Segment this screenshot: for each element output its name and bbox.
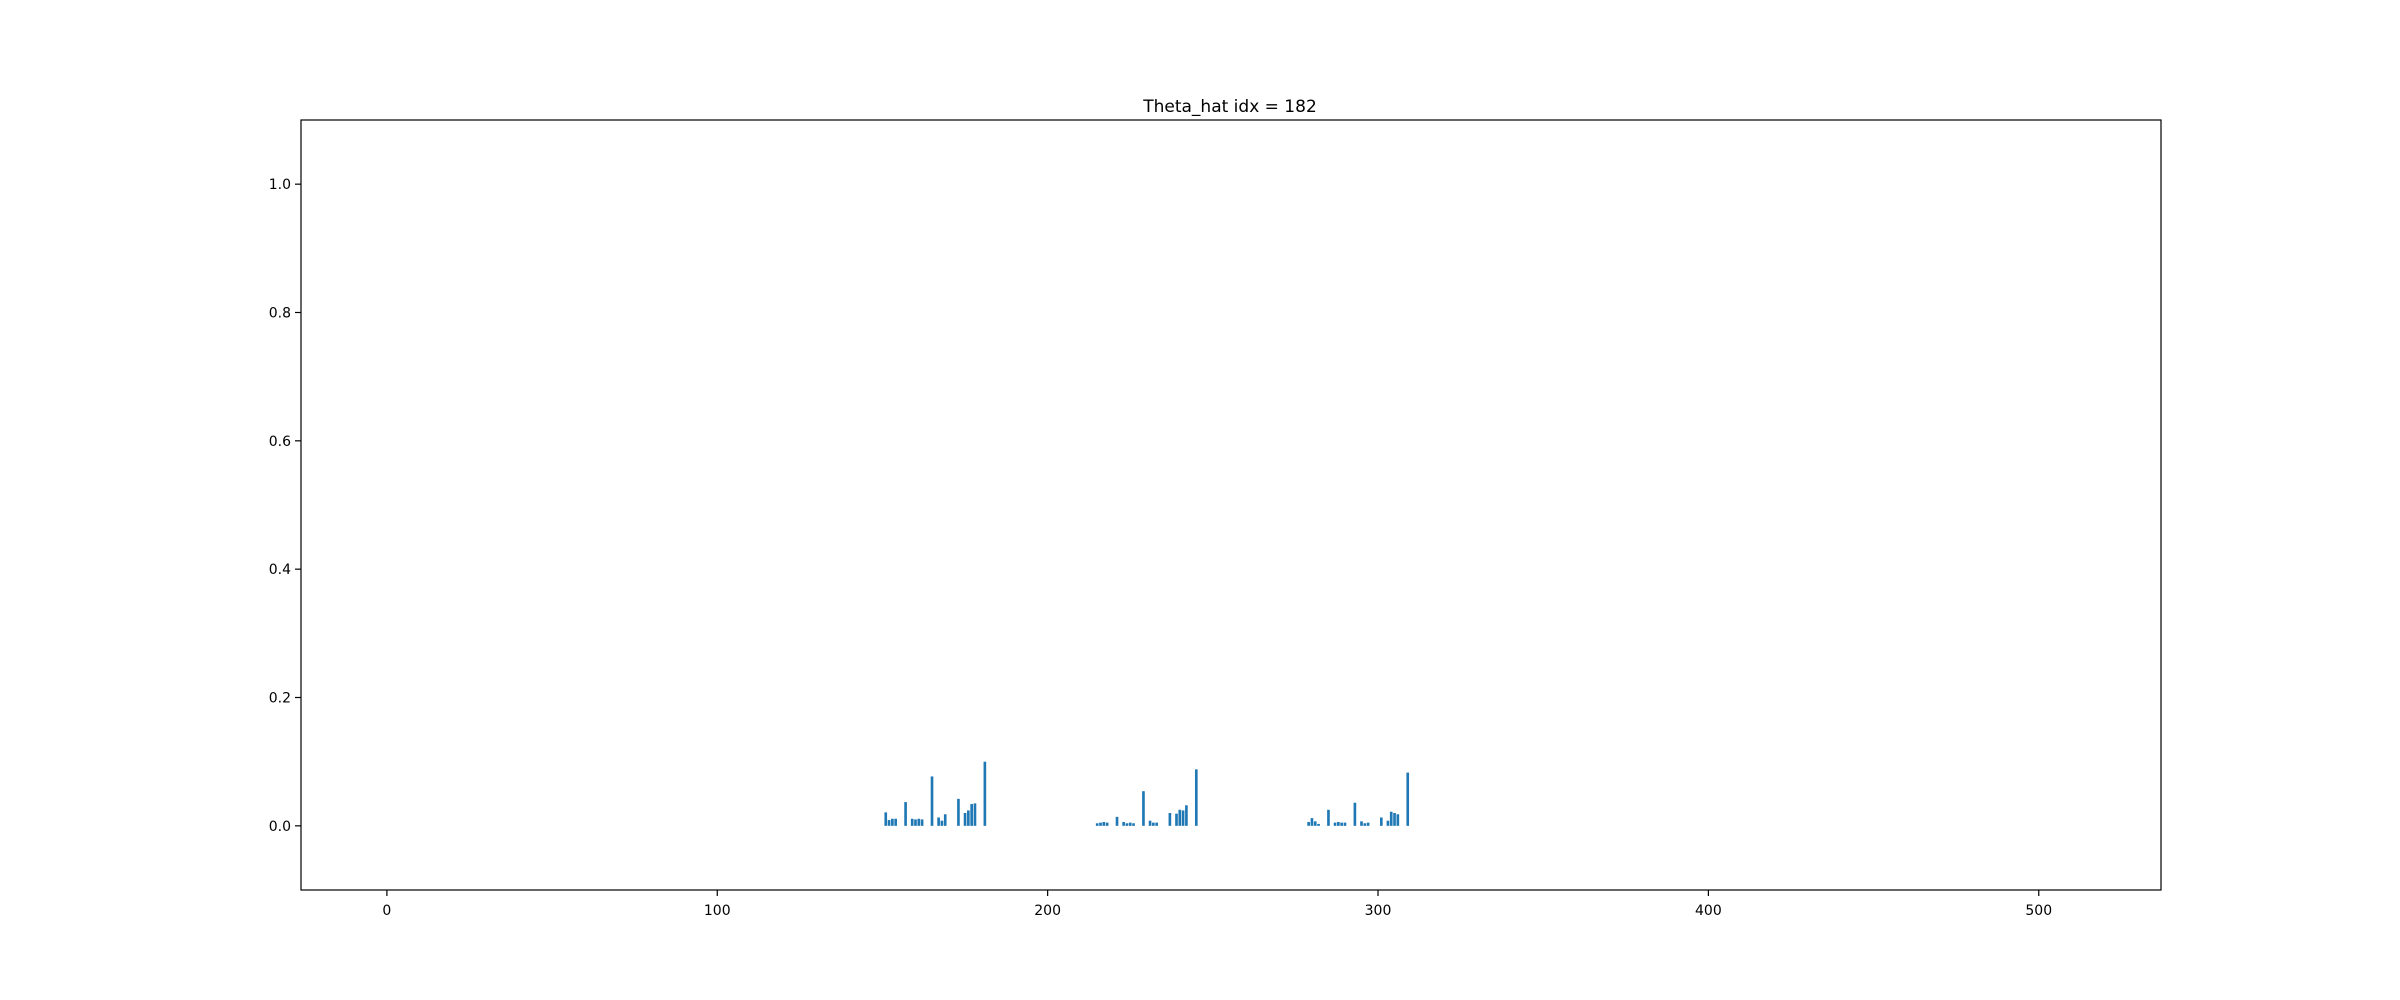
bar [1327, 809, 1330, 826]
bar [887, 820, 891, 826]
bar [1396, 814, 1400, 826]
y-tick-label: 1.0 [269, 177, 291, 193]
bar [1132, 823, 1135, 826]
bar [910, 818, 914, 826]
bar [1148, 820, 1152, 826]
bar [914, 819, 917, 826]
bar [940, 820, 944, 826]
x-tick-label: 400 [1695, 903, 1722, 919]
x-tick-label: 100 [704, 903, 731, 919]
bar [1142, 791, 1145, 826]
bar [1152, 822, 1155, 826]
bar [1337, 821, 1340, 826]
bar [894, 818, 897, 826]
bar [920, 819, 924, 826]
bar [1380, 817, 1383, 826]
y-tick-label: 0.2 [269, 691, 291, 707]
bar [973, 803, 977, 826]
bar [1360, 821, 1363, 826]
x-tick-label: 500 [2025, 903, 2052, 919]
bar [1105, 822, 1109, 826]
bar [1353, 802, 1357, 826]
bar [983, 761, 987, 826]
bar [904, 802, 907, 826]
bars-group [884, 761, 1410, 826]
x-tick-label: 0 [382, 903, 391, 919]
bar [1095, 823, 1099, 826]
bar [1340, 822, 1343, 826]
bar [963, 813, 967, 826]
bar [970, 804, 973, 826]
bar [1310, 818, 1314, 826]
bar [1313, 821, 1317, 826]
y-tick-label: 0.4 [269, 562, 291, 578]
bar [1178, 809, 1182, 826]
x-tick-label: 200 [1034, 903, 1061, 919]
bar [1194, 769, 1198, 826]
bar [1099, 822, 1102, 826]
y-tick-label: 0.6 [269, 434, 291, 450]
bar [957, 798, 960, 826]
bar [967, 810, 970, 826]
x-axis: 0 100 200 300 400 500 [382, 890, 2052, 919]
bar [930, 776, 934, 826]
y-tick-label: 0.8 [269, 306, 291, 322]
y-axis: 0.0 0.2 0.4 0.6 0.8 1.0 [269, 177, 301, 835]
y-tick-label: 0.0 [269, 819, 291, 835]
plot-area-frame [300, 119, 2162, 891]
bar [1317, 823, 1320, 826]
bar [1128, 822, 1132, 826]
bar [1307, 821, 1310, 826]
bar [1343, 822, 1347, 826]
bar [1393, 813, 1396, 826]
bar [1168, 813, 1172, 826]
bar [1386, 820, 1390, 826]
bar [1181, 810, 1185, 826]
bar [937, 817, 940, 826]
bar [1102, 821, 1106, 826]
bar [917, 818, 921, 826]
bar [1333, 822, 1337, 826]
bar [1115, 816, 1119, 826]
bar [1155, 822, 1158, 826]
x-tick-label: 300 [1365, 903, 1392, 919]
bar [891, 818, 894, 826]
bar [943, 814, 947, 826]
bar [1185, 805, 1188, 826]
bar [1175, 813, 1178, 826]
bar [1363, 823, 1367, 826]
bar [1389, 811, 1393, 826]
bar [884, 812, 888, 826]
bar [1366, 822, 1370, 826]
bar [1406, 772, 1410, 826]
bar [1122, 821, 1125, 826]
bar [1125, 823, 1129, 826]
chart-title: Theta_hat idx = 182 [1142, 97, 1317, 117]
